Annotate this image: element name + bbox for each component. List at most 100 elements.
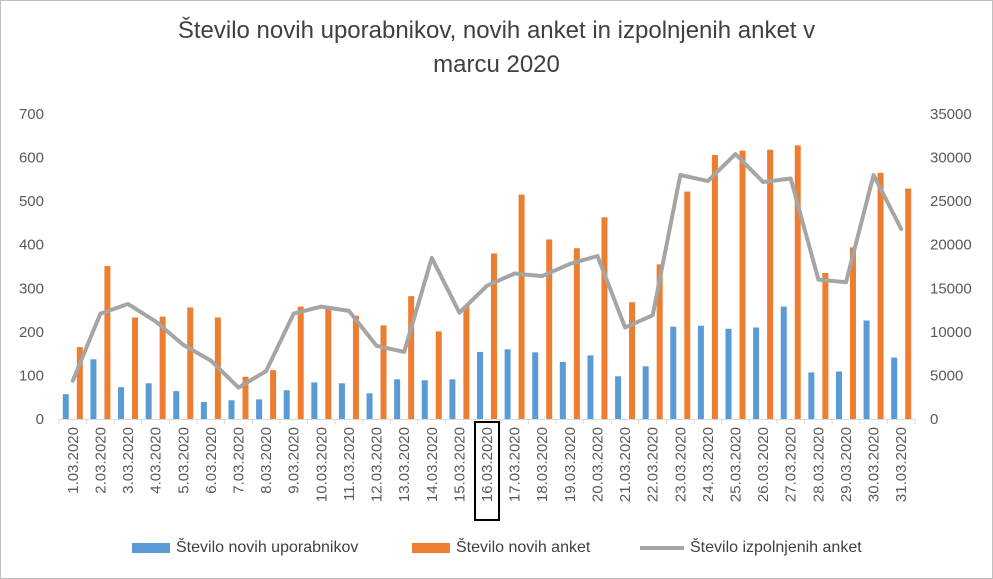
x-tick-label: 15.03.2020 — [451, 427, 468, 502]
legend-item-nove-ankete: Število novih anket — [412, 536, 590, 560]
y-right-tick-label: 10000 — [930, 324, 972, 341]
bar-nove-ankete — [822, 273, 829, 419]
bar-nove-ankete — [849, 247, 856, 419]
chart-title: Število novih uporabnikov, novih anket i… — [177, 17, 816, 78]
x-tick-label: 23.03.2020 — [672, 427, 689, 502]
x-tick-label: 20.03.2020 — [590, 427, 607, 502]
bar-nove-ankete — [270, 370, 277, 419]
x-tick-label: 8.03.2020 — [258, 427, 275, 494]
bar-nove-ankete — [877, 172, 884, 419]
x-tick-label: 2.03.2020 — [92, 427, 109, 494]
y-left-tick-label: 200 — [19, 324, 44, 341]
bar-nove-ankete — [242, 376, 249, 419]
y-right-tick-label: 25000 — [930, 193, 972, 210]
x-tick-label: 21.03.2020 — [617, 427, 634, 502]
bar-nove-ankete — [297, 306, 304, 419]
bar-novi-uporabniki — [173, 391, 180, 419]
bar-novi-uporabniki — [780, 306, 787, 419]
bar-novi-uporabniki — [145, 383, 152, 419]
y-left-tick-label: 100 — [19, 367, 44, 384]
bar-nove-ankete — [767, 149, 774, 419]
y-left-tick-label: 400 — [19, 237, 44, 254]
y-left-tick-label: 0 — [36, 411, 44, 428]
x-tick-label: 10.03.2020 — [313, 427, 330, 502]
bar-novi-uporabniki — [338, 383, 345, 419]
bar-novi-uporabniki — [587, 355, 594, 419]
bar-novi-uporabniki — [559, 361, 566, 419]
bar-nove-ankete — [159, 316, 166, 419]
x-tick-label: 29.03.2020 — [838, 427, 855, 502]
x-tick-label: 3.03.2020 — [120, 427, 137, 494]
y-right-tick-label: 30000 — [930, 150, 972, 167]
y-right-tick-label: 0 — [930, 411, 938, 428]
y-left-tick-label: 500 — [19, 193, 44, 210]
x-tick-label: 28.03.2020 — [810, 427, 827, 502]
x-tick-label: 9.03.2020 — [286, 427, 303, 494]
bar-nove-ankete — [711, 154, 718, 419]
bar-novi-uporabniki — [394, 379, 401, 419]
bar-novi-uporabniki — [200, 402, 207, 419]
bar-nove-ankete — [491, 253, 497, 419]
bar-nove-ankete — [408, 296, 415, 419]
bar-novi-uporabniki — [421, 380, 428, 419]
y-left-tick-label: 600 — [19, 150, 44, 167]
x-tick-label: 18.03.2020 — [534, 427, 551, 502]
bar-nove-ankete — [76, 347, 83, 419]
bar-novi-uporabniki — [697, 325, 704, 419]
bar-nove-ankete — [656, 264, 663, 419]
x-tick-label: 25.03.2020 — [728, 427, 745, 502]
bar-novi-uporabniki — [283, 390, 290, 419]
bar-nove-ankete — [352, 315, 359, 419]
x-tick-label: 31.03.2020 — [893, 427, 910, 502]
x-tick-label: 16.03.2020 — [479, 427, 496, 502]
highlight-box — [474, 421, 500, 521]
bar-novi-uporabniki — [90, 359, 97, 419]
bar-nove-ankete — [325, 307, 332, 419]
bar-novi-uporabniki — [891, 357, 898, 419]
bar-novi-uporabniki — [615, 376, 622, 419]
bar-novi-uporabniki — [477, 351, 483, 419]
bar-novi-uporabniki — [228, 400, 235, 419]
y-right-tick-label: 5000 — [930, 367, 963, 384]
legend-swatch-orange — [412, 543, 450, 553]
bar-novi-uporabniki — [62, 394, 69, 419]
legend-swatch-blue — [132, 543, 170, 553]
bar-nove-ankete — [435, 331, 442, 419]
bar-novi-uporabniki — [118, 387, 125, 419]
bar-nove-ankete — [518, 194, 525, 419]
bar-novi-uporabniki — [753, 327, 760, 419]
chart-legend: Število novih uporabnikov Število novih … — [0, 536, 993, 560]
bar-nove-ankete — [601, 217, 608, 419]
bar-nove-ankete — [905, 188, 912, 419]
bar-novi-uporabniki — [670, 326, 677, 419]
bar-novi-uporabniki — [449, 379, 456, 419]
x-tick-label: 22.03.2020 — [645, 427, 662, 502]
y-left-tick-label: 300 — [19, 280, 44, 297]
y-right-tick-label: 35000 — [930, 106, 972, 123]
bar-nove-ankete — [684, 191, 691, 419]
bar-novi-uporabniki — [504, 349, 511, 419]
y-left-tick-label: 700 — [19, 106, 44, 123]
bar-novi-uporabniki — [366, 393, 373, 419]
bar-novi-uporabniki — [311, 382, 318, 419]
bar-novi-uporabniki — [725, 328, 732, 419]
x-tick-label: 14.03.2020 — [424, 427, 441, 502]
bar-novi-uporabniki — [532, 352, 539, 419]
bar-nove-ankete — [104, 266, 111, 419]
y-right-tick-label: 20000 — [930, 237, 972, 254]
legend-item-novi-uporabniki: Število novih uporabnikov — [132, 536, 358, 560]
x-tick-label: 1.03.2020 — [65, 427, 82, 494]
x-tick-label: 7.03.2020 — [231, 427, 248, 494]
x-tick-label: 19.03.2020 — [562, 427, 579, 502]
x-tick-label: 11.03.2020 — [341, 427, 358, 501]
x-tick-label: 17.03.2020 — [507, 427, 524, 502]
x-tick-label: 30.03.2020 — [866, 427, 883, 502]
x-tick-label: 24.03.2020 — [700, 427, 717, 502]
bar-novi-uporabniki — [808, 372, 815, 419]
x-tick-label: 5.03.2020 — [175, 427, 192, 494]
x-tick-label: 6.03.2020 — [203, 427, 220, 494]
bar-nove-ankete — [132, 317, 139, 419]
bar-novi-uporabniki — [256, 399, 263, 419]
y-right-tick-label: 15000 — [930, 280, 972, 297]
